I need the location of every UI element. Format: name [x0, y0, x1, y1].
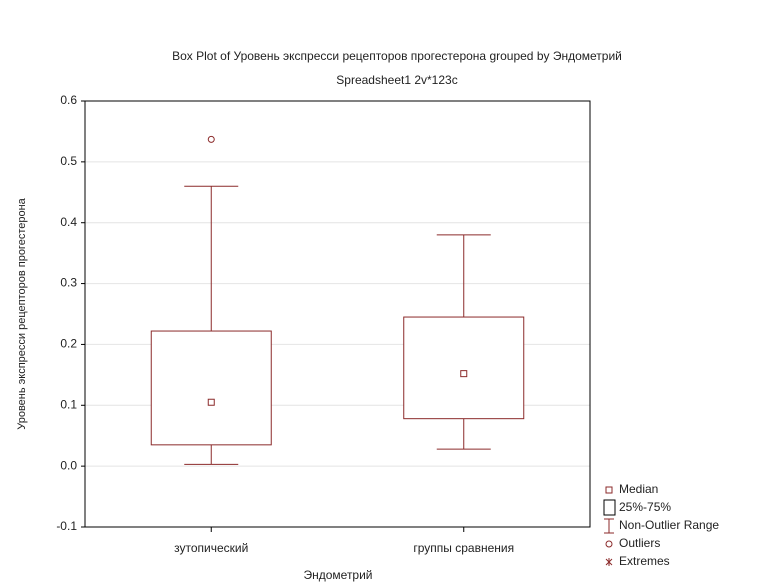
median	[207, 398, 215, 406]
y-tick-label: 0.4	[60, 215, 77, 229]
x-axis-label: Эндометрий	[303, 568, 372, 582]
x-tick-label: зутопический	[174, 541, 248, 555]
plot-frame	[84, 100, 591, 528]
legend-symbol	[603, 499, 616, 516]
box	[403, 316, 525, 420]
chart-subtitle: Spreadsheet1 2v*123c	[336, 73, 457, 87]
y-tick-label: 0.2	[60, 337, 77, 351]
y-tick-label: 0.0	[60, 458, 77, 472]
y-tick-label: 0.3	[60, 276, 77, 290]
y-tick-label: -0.1	[56, 519, 77, 533]
x-tick-label: группы сравнения	[413, 541, 514, 555]
chart-title: Box Plot of Уровень экспресси рецепторов…	[172, 49, 622, 63]
legend-label: Extremes	[619, 554, 670, 568]
outlier	[207, 135, 215, 143]
legend-label: 25%-75%	[619, 500, 671, 514]
legend-label: Outliers	[619, 536, 660, 550]
y-tick-label: 0.6	[60, 93, 77, 107]
y-tick-label: 0.1	[60, 397, 77, 411]
box	[150, 330, 272, 446]
legend-symbol	[605, 540, 613, 548]
y-tick-label: 0.5	[60, 154, 77, 168]
legend-symbol	[605, 486, 613, 494]
median	[460, 370, 468, 378]
legend-label: Median	[619, 482, 658, 496]
legend-label: Non-Outlier Range	[619, 518, 719, 532]
y-axis-label: Уровень экспресси рецепторов прогестерон…	[16, 197, 28, 429]
